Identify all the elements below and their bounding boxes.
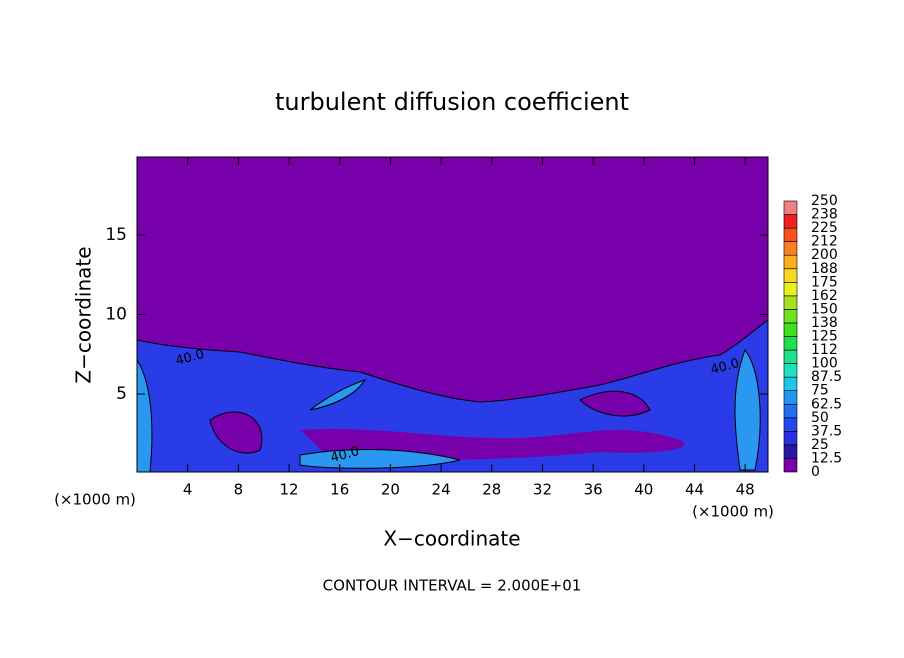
colorbar-swatch (783, 403, 798, 419)
x-tick-label: 32 (533, 481, 552, 499)
colorbar-swatch (783, 309, 798, 324)
colorbar-label: 87.5 (811, 369, 842, 385)
colorbar-label: 100 (811, 356, 838, 372)
colorbar-label: 138 (811, 315, 838, 331)
colorbar-label: 225 (811, 220, 838, 236)
colorbar-label: 50 (811, 410, 829, 426)
colorbar-swatch (783, 390, 798, 405)
x-tick-label: 28 (482, 481, 501, 499)
x-unit: (×1000 m) (692, 503, 774, 521)
colorbar-label: 250 (811, 193, 838, 209)
y-tick-label: 10 (105, 305, 127, 325)
field-region (579, 390, 651, 417)
colorbar-label: 188 (811, 261, 838, 277)
contour-label: 40.0 (709, 356, 741, 378)
colorbar-label: 112 (811, 342, 838, 358)
y-axis-label: Z−coordinate (72, 246, 96, 383)
y-tick-label: 5 (116, 384, 127, 404)
colorbar-swatch (783, 254, 798, 270)
x-tick-label: 24 (432, 481, 451, 499)
colorbar-swatch (783, 458, 798, 473)
x-tick-label: 8 (234, 481, 244, 499)
x-tick-label: 20 (381, 481, 400, 499)
colorbar-swatch (783, 336, 798, 351)
colorbar-label: 25 (811, 437, 829, 453)
colorbar-label: 0 (811, 464, 820, 480)
colorbar-label: 62.5 (811, 396, 842, 412)
colorbar-swatch (783, 431, 798, 446)
colorbar-swatch (783, 322, 798, 337)
colorbar-label: 150 (811, 301, 838, 317)
colorbar-swatch (783, 268, 798, 283)
colorbar-label: 125 (811, 329, 838, 345)
x-axis-label: X−coordinate (383, 527, 520, 551)
x-tick-label: 36 (584, 481, 603, 499)
contour-label: 40.0 (329, 444, 361, 466)
colorbar-swatch (783, 363, 798, 378)
field-region (209, 411, 263, 454)
field-region (734, 348, 761, 471)
colorbar-swatch (783, 281, 798, 297)
x-tick-label: 4 (183, 481, 193, 499)
chart-title: turbulent diffusion coefficient (275, 88, 629, 116)
colorbar-swatch (783, 417, 798, 432)
x-unit: (×1000 m) (54, 491, 136, 509)
colorbar-label: 75 (811, 383, 829, 399)
colorbar-swatch (783, 214, 798, 229)
colorbar-label: 238 (811, 207, 838, 223)
x-tick-label: 40 (634, 481, 653, 499)
colorbar-swatch (783, 200, 798, 215)
colorbar-swatch (783, 349, 798, 364)
colorbar-label: 162 (811, 288, 838, 304)
contour-label: 40.0 (174, 347, 206, 369)
colorbar-swatch (783, 376, 798, 391)
colorbar-label: 175 (811, 274, 838, 290)
x-tick-label: 44 (685, 481, 704, 499)
footer: CONTOUR INTERVAL = 2.000E+01 (323, 577, 582, 595)
colorbar-label: 37.5 (811, 423, 842, 439)
colorbar-swatch (783, 227, 798, 242)
colorbar-swatch (783, 295, 798, 310)
field-region (299, 449, 461, 469)
field (136, 157, 769, 473)
field-region (309, 379, 367, 411)
x-tick-label: 16 (330, 481, 349, 499)
colorbar-label: 212 (811, 234, 838, 250)
x-tick-label: 48 (736, 481, 755, 499)
colorbar-label: 12.5 (811, 450, 842, 466)
y-tick-label: 15 (105, 225, 127, 245)
colorbar-swatch (783, 444, 798, 459)
colorbar-swatch (783, 241, 798, 256)
colorbar-label: 200 (811, 247, 838, 263)
x-tick-label: 12 (280, 481, 299, 499)
